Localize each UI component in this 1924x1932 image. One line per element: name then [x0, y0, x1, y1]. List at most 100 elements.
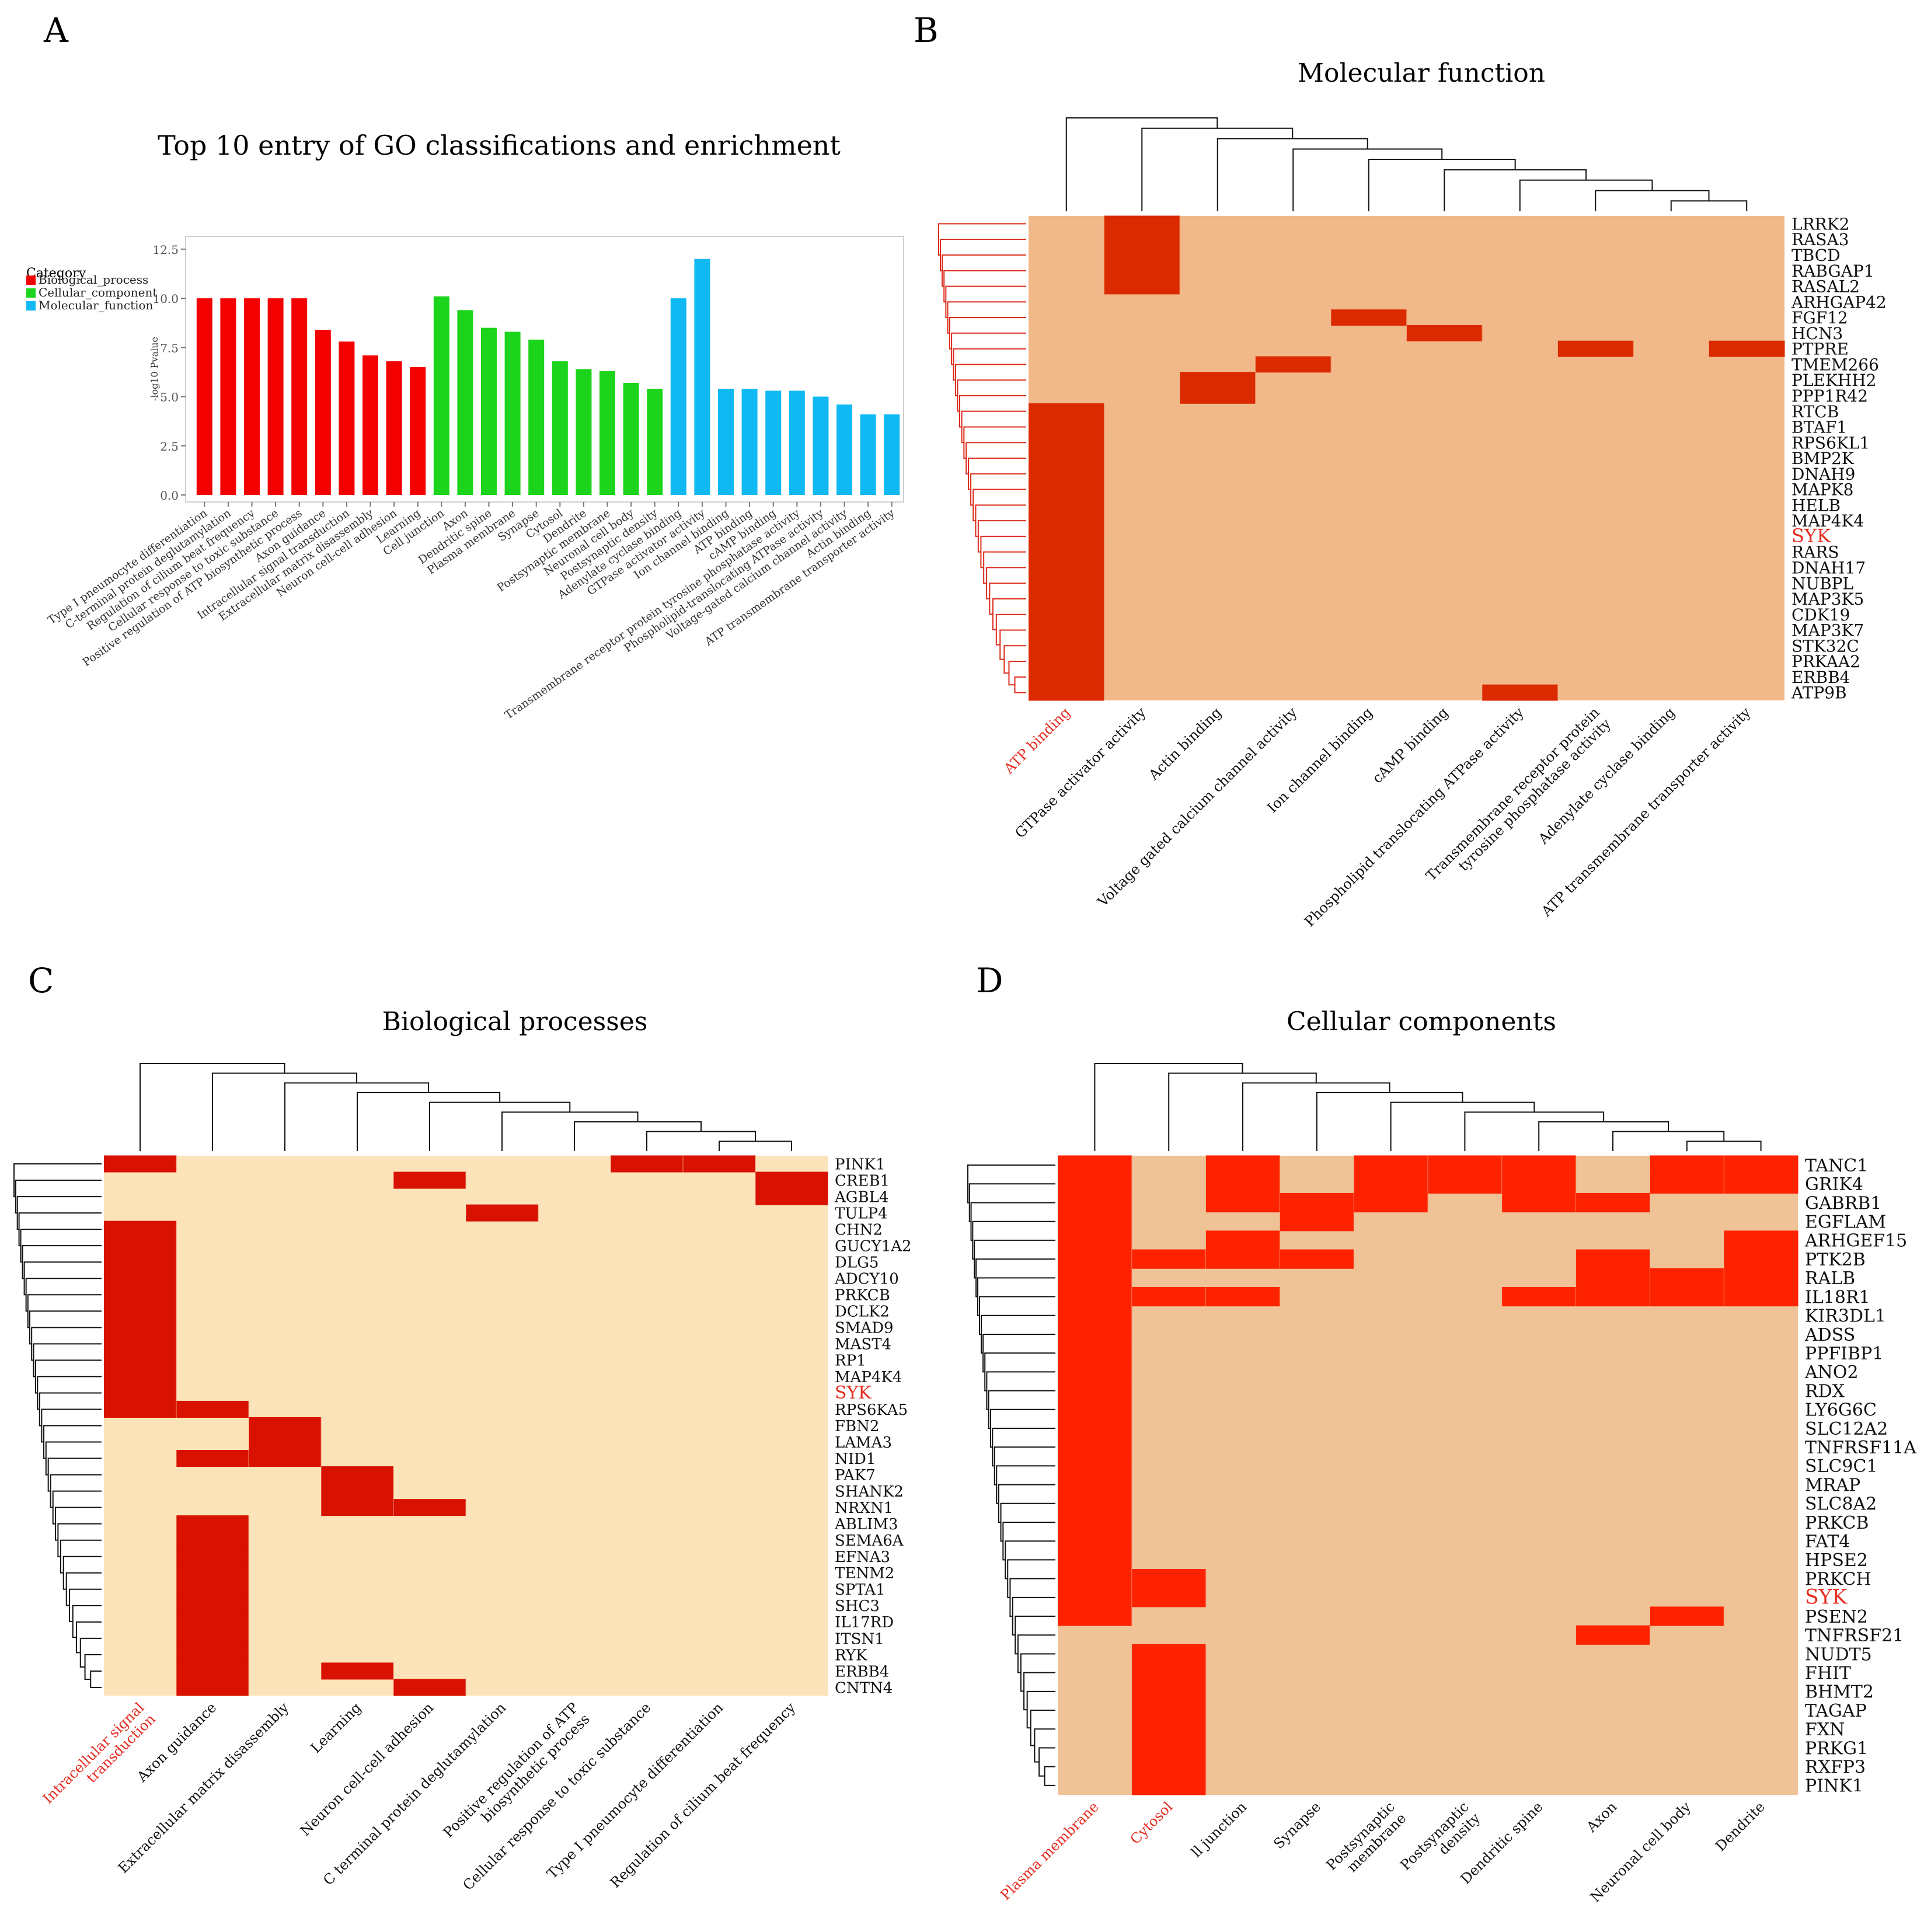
column-label-line: Neuron cell-cell adhesion: [297, 1699, 437, 1839]
row-label-nrxn1: NRXN1: [835, 1499, 893, 1517]
row-dendrogram-branch: [981, 1314, 1055, 1354]
cell-tnfrsf11a-0: [1058, 1437, 1132, 1457]
cell-grik4-5: [1428, 1174, 1503, 1194]
row-label-ralb: RALB: [1805, 1268, 1855, 1289]
cell-plekhh2-2: [1180, 372, 1256, 389]
row-dendrogram-branch: [943, 270, 1026, 303]
row-label-slc9c1: SLC9C1: [1805, 1456, 1878, 1477]
cell-ralb-9: [1724, 1268, 1798, 1288]
cell-tanc1-0: [1058, 1155, 1132, 1175]
bar-dendritic-spine: [481, 327, 497, 495]
cell-map3k7-0: [1029, 622, 1104, 639]
row-label-pak7: PAK7: [835, 1467, 876, 1484]
cell-lrrk2-1: [1104, 215, 1180, 232]
cell-tmem266-3: [1255, 356, 1332, 373]
row-dendrogram-branch: [52, 1490, 102, 1525]
plot-frame: [185, 236, 904, 503]
cell-itsn1-1: [176, 1630, 249, 1647]
row-dendrogram-branch: [998, 1484, 1055, 1523]
panel-a-title: Top 10 entry of GO classifications and e…: [158, 130, 841, 161]
row-dendrogram-branch: [62, 1556, 102, 1590]
cell-kir3dl1-0: [1058, 1306, 1132, 1326]
cell-psen2-8: [1650, 1606, 1724, 1626]
row-label-ptk2b: PTK2B: [1805, 1250, 1866, 1270]
bar-phospholipid-translocating-atpase-activity: [813, 396, 829, 495]
cell-nrxn1-3: [321, 1499, 394, 1516]
row-dendrogram-branch: [1007, 1559, 1055, 1598]
column-dendrogram-branch: [1538, 1121, 1669, 1151]
row-dendrogram-branch: [1000, 1502, 1055, 1542]
column-dendrogram-branch: [1141, 127, 1294, 211]
row-dendrogram-branch: [961, 410, 1026, 444]
row-label-hpse2: HPSE2: [1805, 1550, 1868, 1571]
cell-il18r1-9: [1724, 1286, 1798, 1307]
row-dendrogram-branch: [60, 1539, 102, 1574]
row-dendrogram-branch: [977, 1277, 1055, 1316]
bar-postsynaptic-membrane: [599, 371, 615, 495]
row-label-rasal2: RASAL2: [1791, 277, 1860, 297]
cell-il18r1-6: [1501, 1286, 1577, 1307]
row-label-spta1: SPTA1: [835, 1581, 886, 1599]
y-tick-label: 2.5: [160, 440, 179, 454]
row-dendrogram-branch: [37, 1376, 102, 1410]
y-tick-label: 0.0: [160, 489, 179, 503]
column-label-line: cAMP binding: [1369, 704, 1451, 786]
row-label-arhgap42: ARHGAP42: [1791, 292, 1887, 312]
heatmap-molecular-function: LRRK2RASA3TBCDRABGAP1RASAL2ARHGAP42FGF12…: [938, 117, 1887, 930]
y-tick-label: 12.5: [152, 243, 179, 257]
column-label-synapse: Synapse: [1270, 1798, 1324, 1852]
cell-atp9b-6: [1482, 684, 1558, 701]
cell-il18r1-7: [1576, 1286, 1650, 1307]
cell-agbl4-9: [755, 1188, 828, 1205]
cell-efna3-1: [176, 1548, 249, 1565]
row-dendrogram-branch: [69, 1588, 102, 1622]
panel-c-title: Biological processes: [382, 1007, 648, 1037]
cell-rps6ka5-0: [104, 1400, 177, 1418]
bar-voltage-gated-calcium-channel-activity: [836, 404, 852, 495]
row-label-slc8a2: SLC8A2: [1805, 1494, 1877, 1515]
row-label-prkg1: PRKG1: [1805, 1738, 1868, 1759]
bar-camp-binding: [765, 390, 782, 495]
column-dendrogram-branch: [1292, 148, 1443, 211]
bar-regulation-of-cilium-beat-frequency: [244, 298, 260, 495]
cell-arhgef15-0: [1058, 1230, 1132, 1250]
column-label-line: Learning: [308, 1699, 364, 1756]
cell-il18r1-2: [1205, 1286, 1280, 1307]
cell-ppfibp1-0: [1058, 1343, 1132, 1363]
cell-fhit-1: [1131, 1663, 1207, 1683]
row-label-tmem266: TMEM266: [1791, 355, 1879, 374]
cell-ano2-0: [1058, 1362, 1132, 1382]
panel-a: A Top 10 entry of GO classifications and…: [26, 11, 904, 722]
row-dendrogram-branch: [982, 1333, 1055, 1373]
row-label-itsn1: ITSN1: [835, 1630, 884, 1648]
cell-grik4-0: [1058, 1174, 1132, 1194]
row-label-adss: ADSS: [1804, 1325, 1855, 1345]
cell-slc9c1-0: [1058, 1456, 1132, 1476]
cell-cntn4-4: [393, 1679, 466, 1696]
cell-btaf1-0: [1029, 419, 1104, 435]
cell-helb-0: [1029, 497, 1104, 514]
cell-erbb4-0: [1029, 668, 1104, 685]
cell-prkg1-1: [1131, 1738, 1207, 1758]
column-label-ll-junction: ll junction: [1188, 1798, 1250, 1860]
row-label-ptpre: PTPRE: [1791, 340, 1849, 359]
cell-ralb-8: [1650, 1268, 1724, 1288]
y-tick-label: 10.0: [152, 292, 179, 306]
column-label-atp-binding: ATP binding: [1001, 704, 1073, 777]
row-dendrogram-branch: [1015, 1616, 1055, 1655]
row-label-creb1: CREB1: [835, 1172, 890, 1190]
row-label-syk: SYK: [1791, 525, 1831, 547]
cell-prkch-0: [1058, 1569, 1132, 1589]
cell-pink1-8: [683, 1155, 756, 1173]
cell-map3k5-0: [1029, 591, 1104, 607]
row-label-rdx: RDX: [1805, 1381, 1845, 1401]
row-label-rxfp3: RXFP3: [1805, 1757, 1866, 1777]
cell-rasa3-1: [1104, 231, 1180, 248]
panel-d: D Cellular components TANC1GRIK4GABRB1EG…: [967, 961, 1916, 1906]
cell-chn2-0: [104, 1220, 177, 1238]
cell-cdk19-0: [1029, 606, 1104, 623]
cell-nid1-1: [176, 1450, 249, 1467]
row-label-il17rd: IL17RD: [835, 1614, 894, 1631]
row-label-helb: HELB: [1791, 496, 1841, 515]
row-dendrogram-branch: [34, 1359, 102, 1394]
